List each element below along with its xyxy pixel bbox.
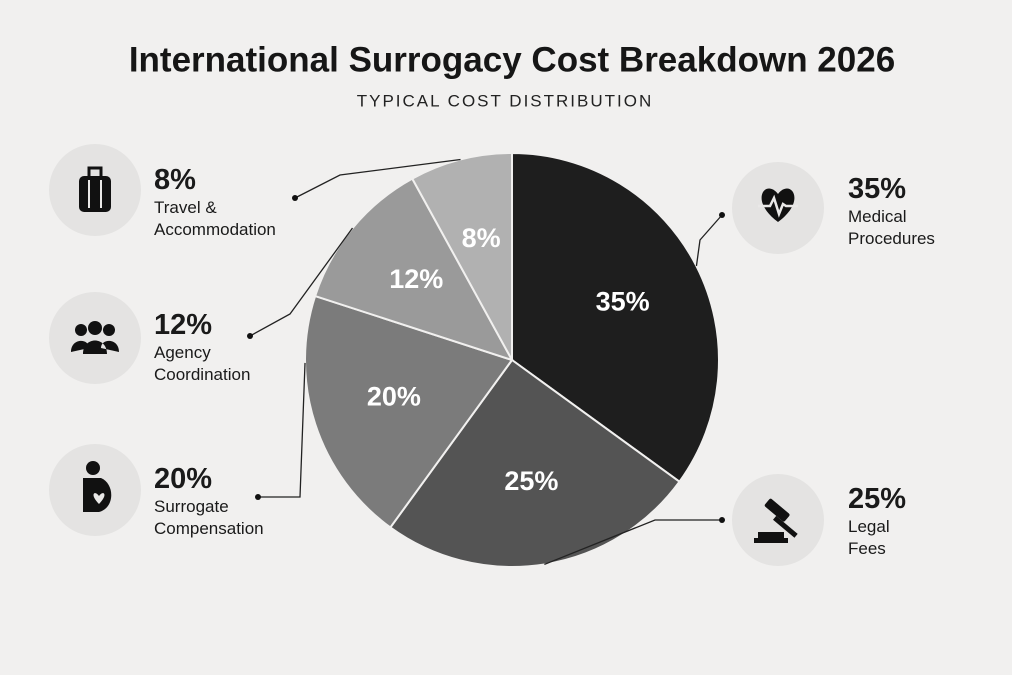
chart-title: International Surrogacy Cost Breakdown 2… — [129, 40, 895, 79]
leader-dot — [255, 494, 261, 500]
icon — [79, 166, 111, 212]
icon-shape — [71, 340, 119, 354]
icon-shape — [75, 324, 87, 336]
icon — [758, 188, 798, 222]
slice-label: 35% — [596, 287, 650, 317]
leader-line — [258, 362, 306, 498]
side-category: Travel & Accommodation — [154, 198, 276, 239]
side-label: 12% Agency Coordination — [154, 308, 284, 386]
slice-label: 12% — [389, 264, 443, 294]
side-percent: 20% — [154, 463, 213, 495]
icon-shape — [758, 532, 784, 538]
slice-label: 8% — [462, 223, 501, 253]
slice-label: 25% — [504, 466, 558, 496]
icon-shape — [764, 498, 790, 522]
icon-shape — [773, 515, 798, 538]
icon-circle — [49, 292, 141, 384]
leader-dot — [719, 212, 725, 218]
side-percent: 25% — [848, 483, 907, 515]
icon-shape — [86, 461, 100, 475]
icon-shape — [87, 166, 103, 176]
leader-line — [294, 158, 461, 199]
icon — [754, 498, 798, 543]
side-category: Medical Procedures — [848, 207, 935, 248]
icon-shape — [103, 324, 115, 336]
side-category: Legal Fees — [848, 517, 890, 558]
leader-line — [544, 519, 722, 566]
icon-shape — [88, 321, 102, 335]
leader-line — [249, 227, 354, 337]
icon-shape — [754, 538, 788, 543]
icon-shape — [93, 493, 105, 504]
side-label: 35% Medical Procedures — [848, 172, 968, 250]
leader-dot — [719, 517, 725, 523]
side-label: 25% Legal Fees — [848, 482, 907, 560]
icon — [71, 321, 119, 354]
leader-dot — [292, 195, 298, 201]
chart-subtitle: TYPICAL COST DISTRIBUTION — [357, 91, 654, 110]
icon — [83, 461, 112, 512]
side-percent: 35% — [848, 173, 907, 205]
icon-shape — [761, 188, 795, 222]
side-label: 8% Travel & Accommodation — [154, 163, 314, 241]
pie-slice — [410, 151, 513, 361]
pie-slice — [388, 358, 681, 568]
pie-slice — [511, 151, 720, 484]
leader-dot — [247, 333, 253, 339]
side-percent: 12% — [154, 309, 213, 341]
side-category: Surrogate Compensation — [154, 497, 264, 538]
leader-line — [695, 214, 723, 267]
icon-shape — [758, 194, 798, 218]
icon-shape — [79, 176, 111, 212]
slice-label: 20% — [367, 382, 421, 412]
pie-slice — [304, 294, 514, 529]
side-percent: 8% — [154, 164, 196, 196]
side-category: Agency Coordination — [154, 343, 251, 384]
side-label: 20% Surrogate Compensation — [154, 462, 304, 540]
